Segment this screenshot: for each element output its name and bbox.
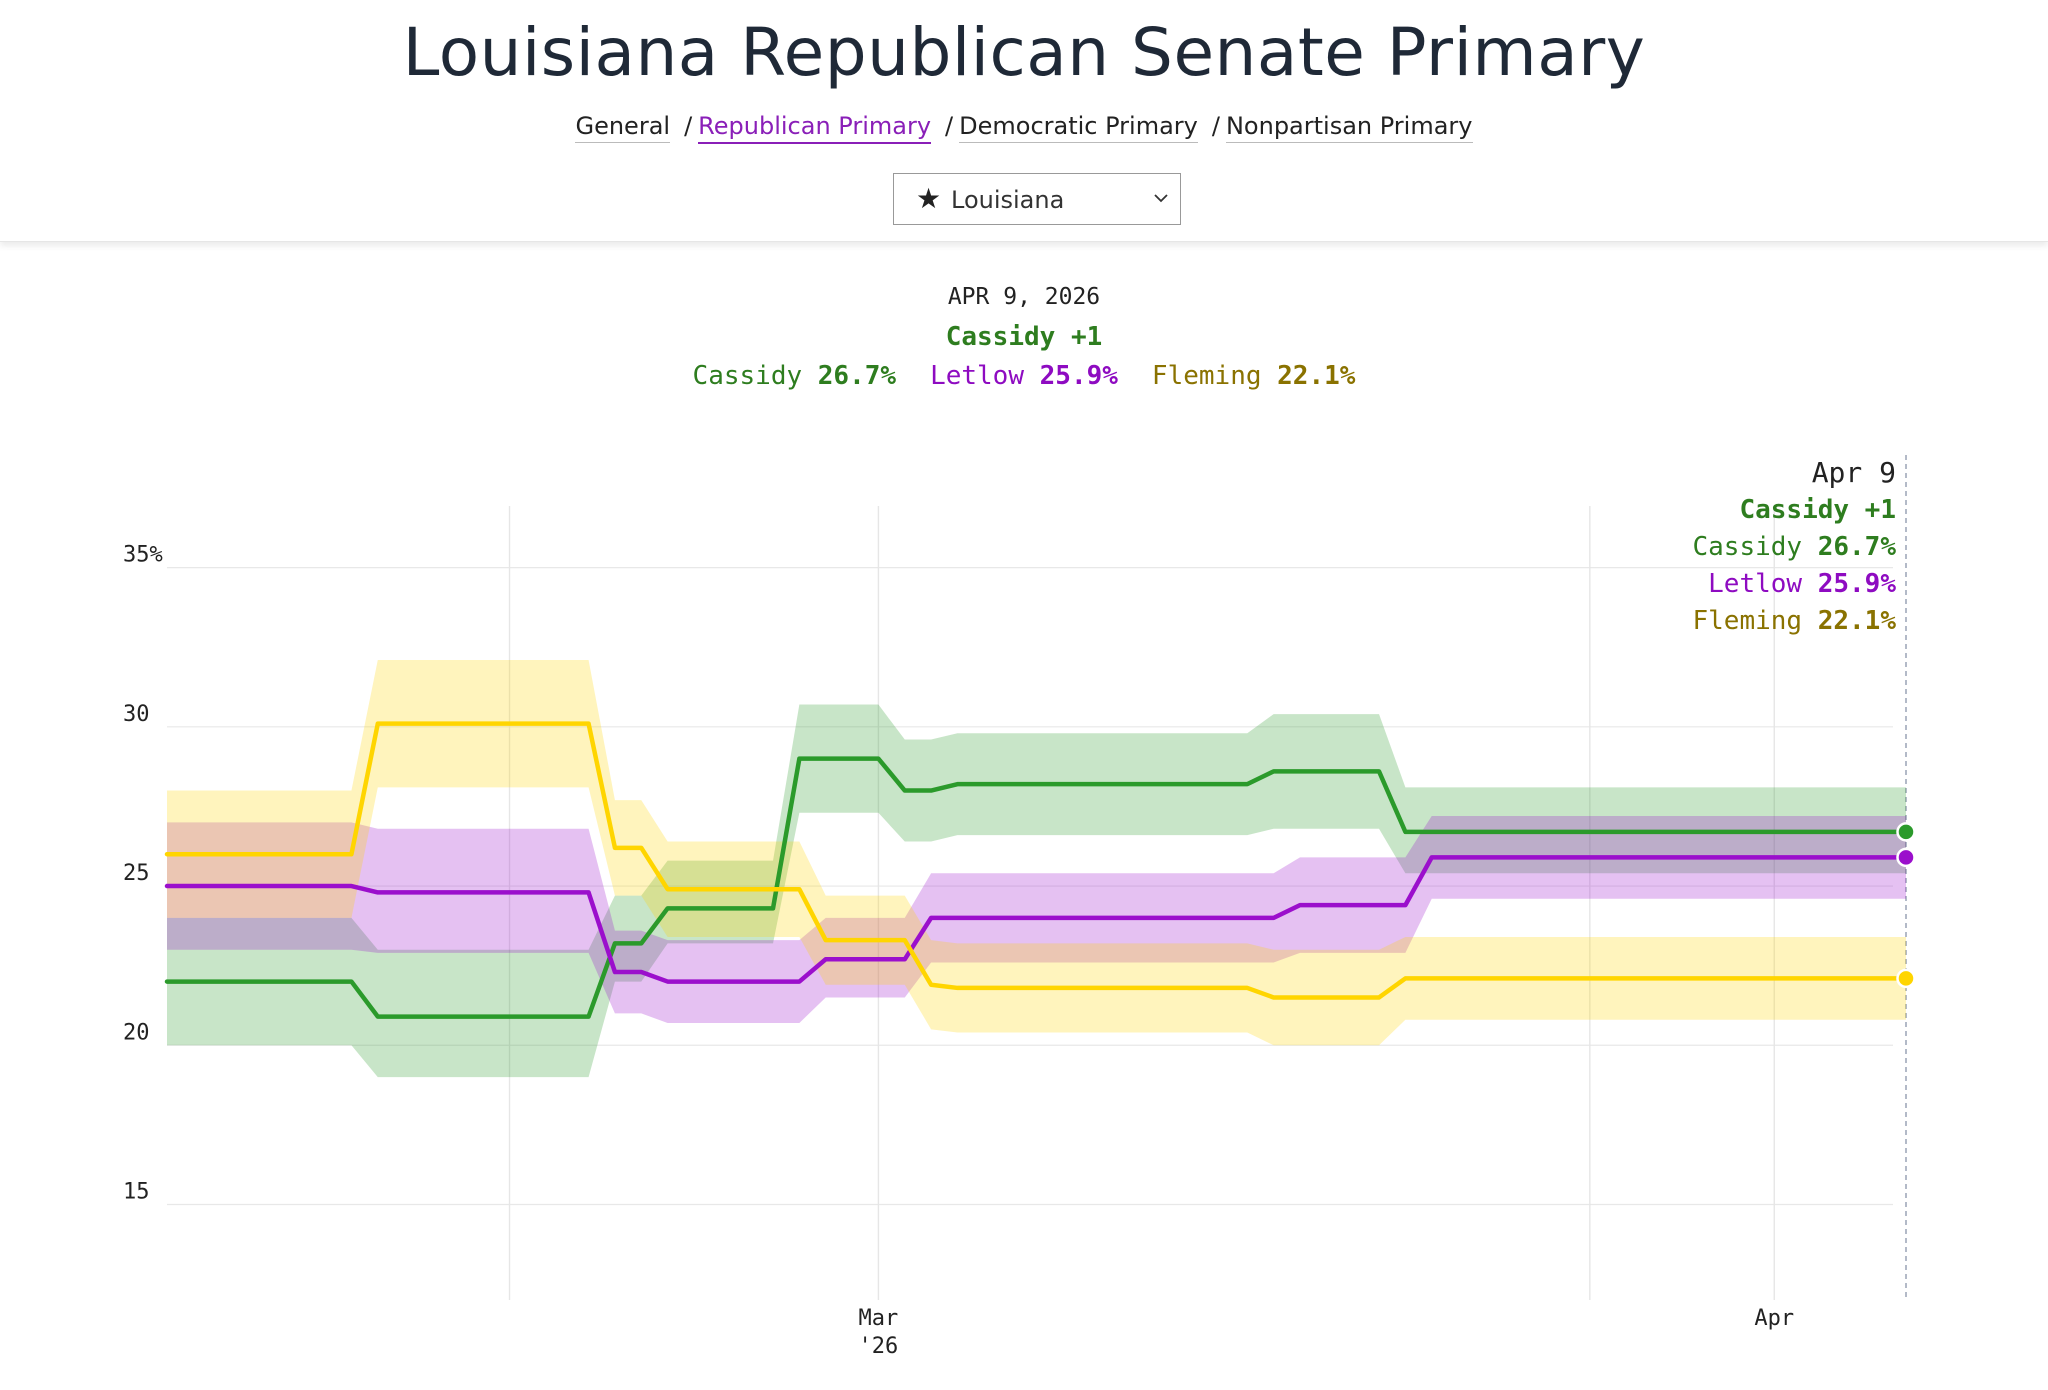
letlow-endpoint-dot — [1896, 847, 1916, 868]
x-tick-label: Apr — [1754, 1306, 1794, 1331]
state-select-value: Louisiana — [951, 186, 1065, 214]
cassidy-series-line — [164, 756, 1909, 1019]
x-tick-sublabel: '26 — [859, 1334, 899, 1359]
nav-separator: / — [945, 112, 954, 140]
nav-general-link[interactable]: General — [575, 112, 671, 143]
tooltip-cassidy-name: Cassidy — [1692, 532, 1802, 562]
nav-nonpartisan-primary-link[interactable]: Nonpartisan Primary — [1225, 112, 1473, 143]
star-icon: ★ — [916, 182, 942, 215]
nav-separator: / — [1211, 112, 1220, 140]
y-tick-label: 30 — [123, 702, 150, 727]
summary-date: APR 9, 2026 — [947, 284, 1101, 310]
page-title: Louisiana Republican Senate Primary — [402, 14, 1646, 91]
y-tick-label: 20 — [123, 1020, 150, 1045]
y-tick-label: 25 — [123, 861, 150, 886]
nav-republican-primary-link[interactable]: Republican Primary — [698, 112, 932, 144]
nav-democratic-primary-link[interactable]: Democratic Primary — [959, 112, 1198, 143]
summary-letlow-value: 25.9% — [1039, 361, 1118, 391]
summary-cassidy-value: 26.7% — [817, 361, 897, 391]
letlow-series-line — [164, 855, 1909, 984]
summary-leader: Cassidy +1 — [945, 322, 1103, 352]
fleming-endpoint-dot — [1896, 968, 1916, 989]
fleming-series-line — [164, 721, 1909, 1000]
tooltip-letlow-name: Letlow — [1708, 569, 1802, 599]
y-tick-label: 35% — [123, 543, 163, 568]
header: Louisiana Republican Senate Primary Gene… — [0, 0, 2048, 242]
summary-letlow-name: Letlow — [930, 361, 1024, 391]
fleming-uncertainty-band — [167, 659, 1906, 1046]
tooltip-cassidy: Cassidy 26.7% — [1692, 532, 1896, 562]
tooltip-letlow-value: 25.9% — [1818, 569, 1897, 599]
tooltip-fleming: Fleming 22.1% — [1692, 606, 1896, 636]
summary-cassidy-name: Cassidy — [692, 361, 803, 391]
x-tick-label: Mar — [859, 1306, 899, 1331]
summary-fleming-name: Fleming — [1151, 361, 1262, 391]
tooltip-cassidy-value: 26.7% — [1818, 532, 1897, 562]
cassidy-endpoint-dot — [1896, 822, 1916, 842]
tooltip-date: Apr 9 — [1812, 456, 1896, 489]
summary-values: Cassidy 26.7% Letlow 25.9% Fleming 22.1% — [0, 361, 2048, 391]
y-tick-label: 15 — [123, 1179, 150, 1204]
summary-fleming-value: 22.1% — [1277, 361, 1356, 391]
tooltip-letlow: Letlow 25.9% — [1708, 569, 1896, 599]
tooltip-fleming-value: 22.1% — [1818, 606, 1897, 636]
state-select[interactable]: ★ Louisiana — [893, 173, 1181, 225]
race-nav: General / Republican Primary / Democratic Pr… — [0, 112, 2048, 144]
chevron-down-icon — [1154, 194, 1168, 203]
tooltip-fleming-name: Fleming — [1692, 606, 1802, 636]
tooltip-leader: Cassidy +1 — [1739, 495, 1896, 525]
nav-separator: / — [684, 112, 693, 140]
